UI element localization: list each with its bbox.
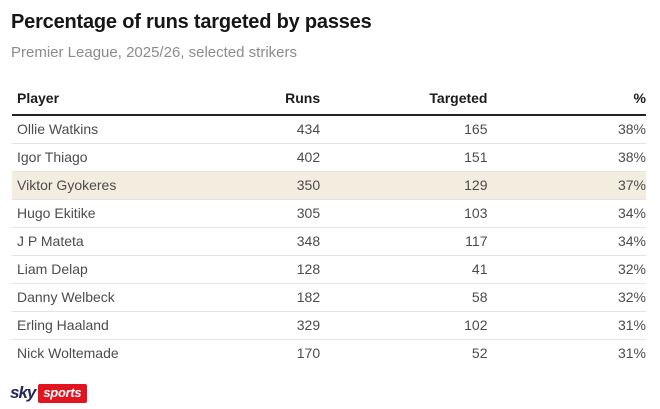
cell-player: Danny Welbeck (12, 283, 234, 312)
table-row: Viktor Gyokeres 350 129 37% (12, 171, 646, 200)
cell-player: Erling Haaland (12, 311, 234, 340)
cell-runs: 402 (233, 143, 321, 172)
cell-pct: 38% (487, 143, 646, 172)
table-row: Erling Haaland 329 102 31% (12, 311, 646, 340)
table-row: Hugo Ekitike 305 103 34% (12, 199, 646, 228)
sports-badge: sports (38, 383, 88, 403)
cell-runs: 128 (233, 255, 321, 284)
column-header-pct: % (487, 85, 646, 116)
cell-targeted: 102 (320, 311, 488, 340)
cell-runs: 348 (233, 227, 321, 256)
cell-runs: 170 (296, 345, 321, 361)
cell-targeted: 103 (320, 199, 488, 228)
sky-wordmark: sky (10, 383, 36, 402)
cell-targeted: 41 (320, 255, 488, 284)
cell-targeted: 58 (320, 283, 488, 312)
cell-player: Hugo Ekitike (12, 199, 234, 228)
cell-runs: 350 (233, 171, 321, 200)
cell-pct: 37% (487, 171, 646, 200)
table-row: Danny Welbeck 182 58 32% (12, 283, 646, 312)
stats-table-container: Player Runs Targeted % Ollie Watkins 434… (12, 85, 646, 367)
cell-pct: 34% (487, 227, 646, 256)
cell-player: Nick Woltemade (17, 345, 119, 361)
cell-player: J P Mateta (12, 227, 234, 256)
cell-player: Igor Thiago (12, 143, 234, 172)
cell-pct: 32% (487, 283, 646, 312)
table-row: Liam Delap 128 41 32% (12, 255, 646, 284)
column-header-runs: Runs (233, 85, 321, 116)
table-row: Nick Woltemade 170 52 31% (12, 340, 646, 368)
table-row: J P Mateta 348 117 34% (12, 227, 646, 256)
page-title: Percentage of runs targeted by passes (11, 11, 372, 33)
cell-pct: 31% (487, 311, 646, 340)
cell-runs: 305 (233, 199, 321, 228)
cell-runs: 182 (233, 283, 321, 312)
cell-targeted: 52 (471, 345, 488, 361)
table-body: Ollie Watkins 434 165 38% Igor Thiago 40… (12, 115, 646, 367)
cell-pct: 34% (487, 199, 646, 228)
cell-pct: 38% (487, 115, 646, 144)
cell-pct: 32% (487, 255, 646, 284)
table-header-row: Player Runs Targeted % (12, 85, 646, 116)
column-header-player: Player (12, 85, 234, 116)
cell-player: Liam Delap (12, 255, 234, 284)
table-row: Igor Thiago 402 151 38% (12, 143, 646, 172)
cell-targeted: 165 (320, 115, 488, 144)
cell-pct: 31% (617, 345, 646, 361)
stats-table: Player Runs Targeted % Ollie Watkins 434… (12, 85, 646, 367)
page-subtitle: Premier League, 2025/26, selected strike… (11, 44, 297, 61)
cell-targeted: 151 (320, 143, 488, 172)
cell-runs: 329 (233, 311, 321, 340)
sky-sports-logo: sky sports (10, 383, 660, 403)
table-row: Ollie Watkins 434 165 38% (12, 115, 646, 144)
cell-targeted: 129 (320, 171, 488, 200)
cell-targeted: 117 (320, 227, 488, 256)
cell-player: Ollie Watkins (12, 115, 234, 144)
cell-player: Viktor Gyokeres (12, 171, 234, 200)
column-header-targeted: Targeted (320, 85, 488, 116)
cell-runs: 434 (233, 115, 321, 144)
